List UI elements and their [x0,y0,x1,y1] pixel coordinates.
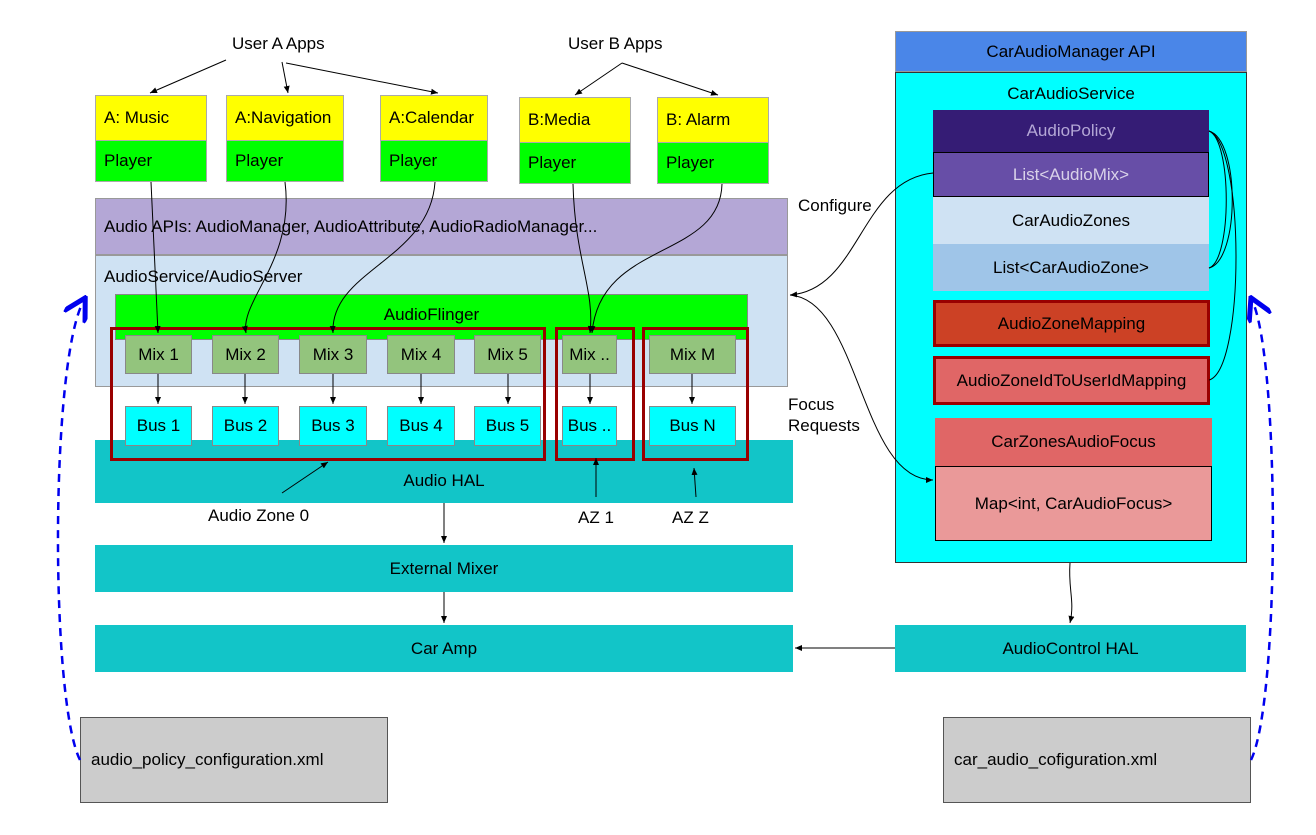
mix-3: Mix 3 [299,335,367,374]
audio-policy-configuration-xml: audio_policy_configuration.xml [80,717,388,803]
arrow-user-a-music [149,59,227,94]
car-audio-zone-list: List<CarAudioZone> [933,244,1209,291]
car-audio-configuration-xml: car_audio_cofiguration.xml [943,717,1251,803]
bus-1: Bus 1 [125,406,192,446]
bus-3: Bus 3 [299,406,367,446]
audio-apis-layer: Audio APIs: AudioManager, AudioAttribute… [95,198,788,255]
mix-1: Mix 1 [125,335,192,374]
car-audio-focus-map: Map<int, CarAudioFocus> [935,466,1212,541]
az-1-label: AZ 1 [578,508,614,527]
mix-m: Mix M [649,335,736,374]
car-audio-zones: CarAudioZones [933,197,1209,244]
arrow-service-control-hal [1068,562,1075,624]
audio-zone-0-label: Audio Zone 0 [208,506,310,525]
bus-5: Bus 5 [474,406,541,446]
audio-control-hal: AudioControl HAL [895,625,1246,672]
mix-4: Mix 4 [387,335,455,374]
audio-zone-z-frame [642,327,749,461]
arrow-user-a-navigation [281,61,290,94]
arrow-car-audio-xml-config [1251,300,1275,761]
app-b-alarm: B: Alarm [657,97,769,143]
audio-policy: AudioPolicy [933,110,1209,152]
player-a-music: Player [95,140,207,182]
app-a-calendar: A:Calendar [380,95,488,141]
app-a-navigation: A:Navigation [226,95,344,141]
user-a-apps-label: User A Apps [232,34,325,53]
requests-label: Requests [788,416,860,435]
player-a-calendar: Player [380,140,488,182]
car-audio-manager-api: CarAudioManager API [895,31,1247,72]
arrow-user-a-calendar [285,62,439,95]
audio-mix-list: List<AudioMix> [933,152,1209,197]
car-amp: Car Amp [95,625,793,672]
bus-n: Bus N [649,406,736,446]
app-a-music: A: Music [95,95,207,141]
audio-zone-mapping: AudioZoneMapping [933,300,1210,347]
app-b-media: B:Media [519,97,631,143]
arrow-audio-policy-xml-config [56,300,84,761]
audio-zone-0-frame [110,327,546,461]
arrow-user-b-alarm [621,62,719,96]
player-a-navigation: Player [226,140,344,182]
bus-2: Bus 2 [212,406,279,446]
car-zones-audio-focus: CarZonesAudioFocus [935,418,1212,466]
mix-more: Mix .. [562,335,617,374]
mix-5: Mix 5 [474,335,541,374]
audio-zone-id-to-user-id-mapping: AudioZoneIdToUserIdMapping [933,356,1210,405]
mix-2: Mix 2 [212,335,279,374]
player-b-media: Player [519,142,631,184]
player-b-alarm: Player [657,142,769,184]
audio-zone-1-frame [555,327,635,461]
audio-hal: Audio HAL [95,440,793,503]
external-mixer: External Mixer [95,545,793,592]
focus-label: Focus [788,395,835,414]
bus-more: Bus .. [562,406,617,446]
arrow-user-b-media [574,62,623,96]
user-b-apps-label: User B Apps [568,34,663,53]
bus-4: Bus 4 [387,406,455,446]
configure-label: Configure [798,196,872,215]
az-z-label: AZ Z [672,508,709,527]
